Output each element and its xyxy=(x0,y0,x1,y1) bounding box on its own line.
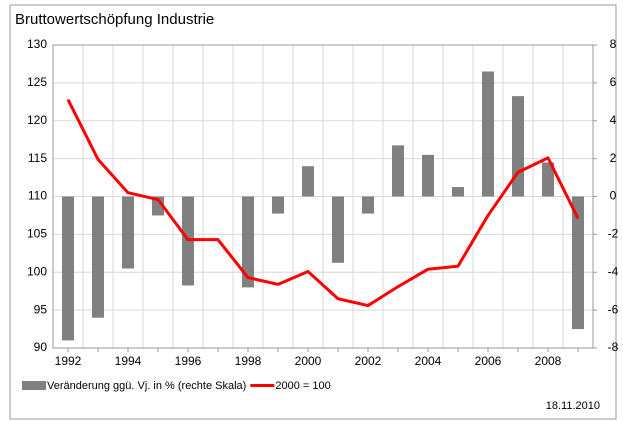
y-tick-label: 95 xyxy=(34,302,48,316)
bar xyxy=(452,187,464,197)
bar xyxy=(272,196,284,214)
x-tick-label: 2006 xyxy=(475,354,502,368)
x-tick-label: 1994 xyxy=(115,354,142,368)
date-note: 18.11.2010 xyxy=(546,400,600,412)
y-tick-label: 90 xyxy=(34,340,48,354)
y2-tick-label: -6 xyxy=(608,302,619,316)
bar xyxy=(572,196,584,330)
bar xyxy=(332,196,344,263)
y2-tick-label: -2 xyxy=(608,227,619,241)
chart-title: Bruttowertschöpfung Industrie xyxy=(15,11,214,28)
bar xyxy=(122,196,134,269)
y-tick-label: 115 xyxy=(28,151,47,165)
y2-tick-label: 6 xyxy=(610,75,617,89)
x-tick-label: 2008 xyxy=(535,354,562,368)
plot-border xyxy=(52,44,594,349)
y2-tick-label: -8 xyxy=(608,340,619,354)
y2-tick-label: -4 xyxy=(608,264,619,278)
y-tick-label: 120 xyxy=(27,113,47,127)
legend-label: 2000 = 100 xyxy=(275,380,330,392)
legend-swatch xyxy=(22,381,46,390)
chart-frame xyxy=(9,4,617,420)
bar xyxy=(422,154,434,197)
bar xyxy=(482,71,494,197)
line xyxy=(66,98,580,308)
x-tick-label: 2002 xyxy=(355,354,382,368)
bar xyxy=(242,196,254,288)
bar xyxy=(362,196,374,214)
x-tick-label: 1998 xyxy=(235,354,262,368)
y-tick-label: 130 xyxy=(27,37,47,51)
y2-tick-label: 2 xyxy=(610,151,617,165)
bar xyxy=(302,166,314,197)
x-tick-label: 1996 xyxy=(175,354,202,368)
x-tick-label: 2000 xyxy=(295,354,322,368)
y-tick-label: 100 xyxy=(27,264,47,278)
x-tick-label: 1992 xyxy=(55,354,82,368)
bar xyxy=(512,96,524,197)
y-tick-label: 105 xyxy=(27,227,47,241)
y2-tick-label: 8 xyxy=(610,37,617,51)
bar xyxy=(62,196,74,341)
bar xyxy=(392,145,404,197)
bar xyxy=(92,196,104,318)
y2-tick-label: 0 xyxy=(610,189,617,203)
x-tick-label: 2004 xyxy=(415,354,442,368)
bar xyxy=(542,162,554,197)
y2-tick-label: 4 xyxy=(610,113,617,127)
y-tick-label: 110 xyxy=(28,189,47,203)
y-tick-label: 125 xyxy=(27,75,47,89)
legend-label: Veränderung ggü. Vj. in % (rechte Skala) xyxy=(47,380,246,392)
